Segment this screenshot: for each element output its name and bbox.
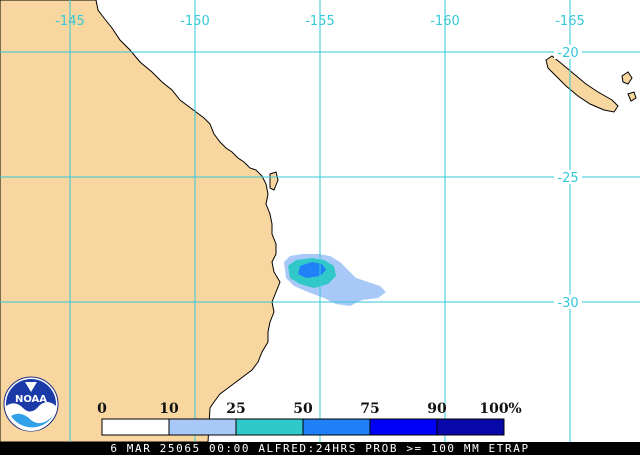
graticule [0,0,640,442]
legend-swatch-50-75 [302,418,371,436]
legend-tick-label: 10 [159,401,179,417]
new-caledonia [545,55,619,113]
legend-percent-sign: % [508,401,521,417]
loyalty-island [627,91,637,102]
legend-tick-label: 75 [360,401,379,417]
label-backing [554,295,582,309]
probability-area-50-75 [298,262,326,278]
noaa-logo-text: NOAA [15,394,47,405]
label-backing [554,170,582,184]
legend-swatch-10-25 [168,418,237,436]
loyalty-island [621,71,633,85]
longitude-label: -145 [55,14,85,29]
legend-swatch-25-50 [235,418,304,436]
map-caption: 6 MAR 25065 00:00 ALFRED:24HRS PROB >= 1… [0,442,640,455]
latitude-label: -25 [557,171,578,186]
longitude-label: -160 [430,14,460,29]
longitude-label: -165 [555,14,585,29]
label-backing [554,45,582,59]
legend-swatch-90-100 [436,418,505,436]
legend-swatch-75-90 [369,418,438,436]
longitude-label: -150 [180,14,210,29]
probability-legend: 0 10 25 50 75 90 100 % [97,401,522,436]
legend-tick-label: 0 [97,401,107,417]
latitude-label: -30 [557,296,578,311]
legend-tick-label: 90 [427,401,447,417]
noaa-logo: NOAA [3,376,59,432]
legend-tick-label: 100 [479,401,508,417]
legend-tick-label: 25 [226,401,245,417]
legend-swatch-0-10 [101,418,170,436]
probability-area-10-25 [336,286,360,294]
legend-tick-label: 50 [293,401,313,417]
latitude-label: -20 [557,46,578,61]
longitude-label: -155 [305,14,335,29]
